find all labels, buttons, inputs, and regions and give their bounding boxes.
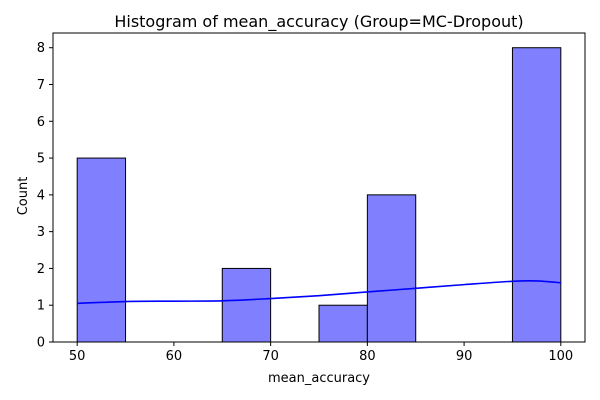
bars-layer [76, 47, 562, 343]
chart-title: Histogram of mean_accuracy (Group=MC-Dro… [114, 12, 523, 32]
x-tick-label: 90 [456, 349, 473, 364]
histogram-bar [76, 157, 127, 343]
y-tick-label: 7 [37, 78, 45, 93]
kde-curve [77, 279, 561, 305]
y-axis-title: Count [16, 177, 31, 216]
axes-layer: 50 60 70 80 90 100 0 1 2 3 4 5 6 7 8 [37, 32, 586, 364]
y-tick-label: 2 [37, 262, 45, 277]
x-tick-label: 60 [166, 349, 183, 364]
histogram-bar [318, 304, 368, 343]
x-tick-label: 70 [262, 349, 279, 364]
y-tick-label: 8 [37, 41, 45, 56]
kde-layer [77, 279, 561, 305]
histogram-bar [221, 267, 272, 343]
y-tick-label: 5 [37, 152, 45, 167]
histogram-bar [511, 47, 562, 343]
histogram-bar [366, 194, 417, 343]
y-tick-label: 1 [37, 299, 45, 314]
y-tick-label: 4 [37, 188, 45, 203]
x-tick-label: 50 [69, 349, 86, 364]
x-tick-label: 100 [548, 349, 573, 364]
x-tick-label: 80 [359, 349, 376, 364]
y-tick-label: 3 [37, 225, 45, 240]
plot-frame [52, 32, 586, 343]
x-axis-title: mean_accuracy [268, 371, 370, 386]
y-tick-label: 6 [37, 115, 45, 130]
y-tick-label: 0 [37, 336, 45, 351]
